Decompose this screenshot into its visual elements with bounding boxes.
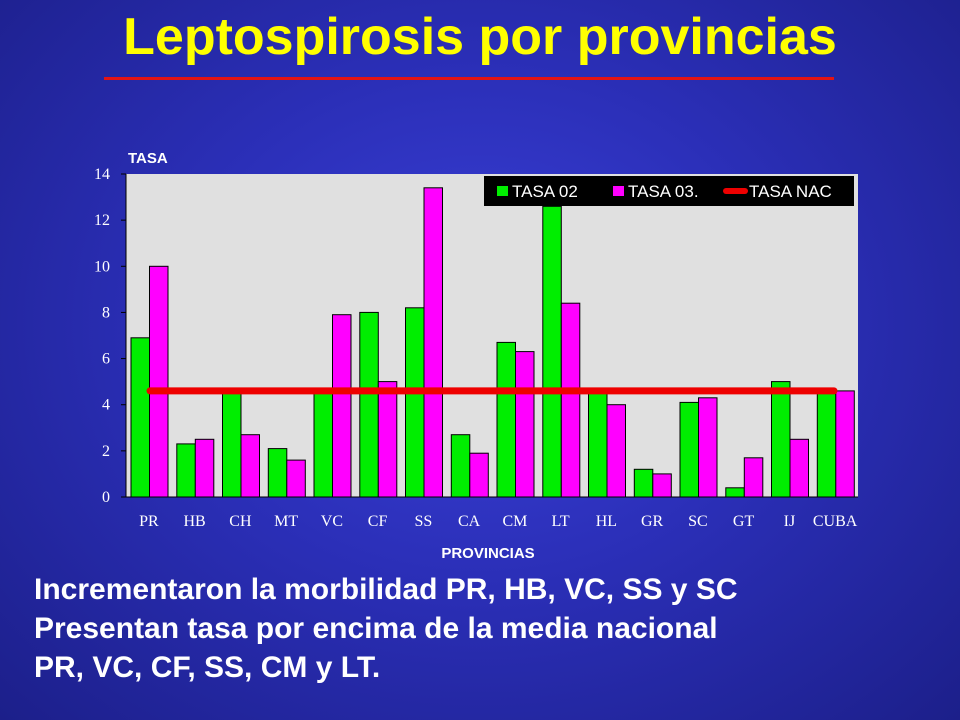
bar-tasa02-ca <box>450 434 471 498</box>
y-tick-label: 8 <box>102 304 110 321</box>
bar-tasa02-mt <box>267 448 288 498</box>
bar-tasa02-pr <box>130 337 150 498</box>
y-axis-title: TASA <box>128 150 168 167</box>
bar-tasa02-hl <box>588 390 608 498</box>
bars-group <box>130 187 855 498</box>
bar-chart: 0 2 4 6 8 10 12 14 PR HB CH MT VC CF SS CA CM LT HL GR SC GT… <box>94 150 858 562</box>
legend-swatch-tasa02 <box>497 186 508 196</box>
bar-tasa03-lt <box>560 302 581 498</box>
bar-tasa02-sc <box>679 401 699 498</box>
title-underline <box>104 77 834 80</box>
x-tick-label: CA <box>458 513 481 530</box>
bar-tasa03-cf <box>377 381 398 498</box>
x-tick-label: HB <box>183 513 205 530</box>
conclusions-text: Incrementaron la morbilidad PR, HB, VC, … <box>34 570 934 687</box>
x-tick-label: MT <box>274 513 298 530</box>
x-tick-label: CM <box>502 513 527 530</box>
x-tick-label: IJ <box>784 513 796 530</box>
y-tick-label: 12 <box>94 212 110 229</box>
bar-tasa03-sc <box>698 397 718 498</box>
bar-tasa02-vc <box>313 390 333 498</box>
bar-tasa03-ss <box>423 187 443 498</box>
x-tick-label: SS <box>415 513 433 530</box>
x-tick-label: GT <box>733 513 755 530</box>
bar-tasa03-ca <box>469 452 489 498</box>
bar-tasa02-gr <box>633 468 654 498</box>
y-tick-label: 4 <box>102 397 110 414</box>
x-tick-label: LT <box>552 513 570 530</box>
bar-tasa03-ij <box>789 438 809 498</box>
x-tick-label: HL <box>596 513 617 530</box>
bar-tasa02-cm <box>496 341 516 498</box>
y-tick-label: 10 <box>94 258 110 275</box>
bar-tasa03-mt <box>286 459 306 498</box>
note-line: Presentan tasa por encima de la media na… <box>34 612 718 645</box>
bar-tasa03-hb <box>194 438 215 498</box>
legend-label-tasa03: TASA 03. <box>628 182 699 201</box>
legend-label-tasa-nac: TASA NAC <box>749 182 832 201</box>
bar-tasa02-gt <box>725 487 745 498</box>
x-tick-label: PR <box>139 513 159 530</box>
y-tick-label: 14 <box>94 166 110 183</box>
x-tick-label: GR <box>641 513 664 530</box>
bar-tasa02-hb <box>176 443 196 498</box>
y-tick-label: 0 <box>102 489 110 506</box>
bar-tasa03-vc <box>332 314 352 498</box>
note-line: PR, VC, CF, SS, CM y LT. <box>34 651 381 684</box>
legend: TASA 02 TASA 03. TASA NAC <box>484 176 854 206</box>
bar-tasa02-ch <box>222 390 242 498</box>
slide-title: Leptospirosis por provincias <box>123 8 837 66</box>
x-tick-label: VC <box>321 513 343 530</box>
y-ticks-group: 0 2 4 6 8 10 12 14 <box>94 166 126 506</box>
legend-label-tasa02: TASA 02 <box>512 182 578 201</box>
bar-tasa03-gr <box>652 473 672 498</box>
x-tick-label: SC <box>688 513 708 530</box>
bar-tasa03-cuba <box>835 390 855 498</box>
x-tick-label: CUBA <box>813 513 858 530</box>
bar-tasa03-pr <box>149 265 169 498</box>
legend-swatch-tasa03 <box>613 186 624 196</box>
bar-tasa03-cm <box>515 351 535 498</box>
bar-tasa02-cf <box>359 311 379 498</box>
bar-tasa03-ch <box>240 434 260 498</box>
y-tick-label: 6 <box>102 351 110 368</box>
bar-tasa02-lt <box>542 205 562 498</box>
x-axis-title: PROVINCIAS <box>441 545 534 562</box>
x-ticks-group: PR HB CH MT VC CF SS CA CM LT HL GR SC GT IJ CUBA <box>139 513 858 530</box>
x-tick-label: CH <box>229 513 252 530</box>
bar-tasa03-hl <box>606 404 626 498</box>
y-tick-label: 2 <box>102 443 110 460</box>
bar-tasa02-ss <box>405 307 425 498</box>
note-line: Incrementaron la morbilidad PR, HB, VC, … <box>34 573 738 606</box>
x-tick-label: CF <box>368 513 388 530</box>
bar-tasa02-ij <box>771 381 791 498</box>
bar-tasa03-gt <box>743 457 764 498</box>
bar-tasa02-cuba <box>816 390 837 498</box>
legend-box <box>484 176 854 206</box>
